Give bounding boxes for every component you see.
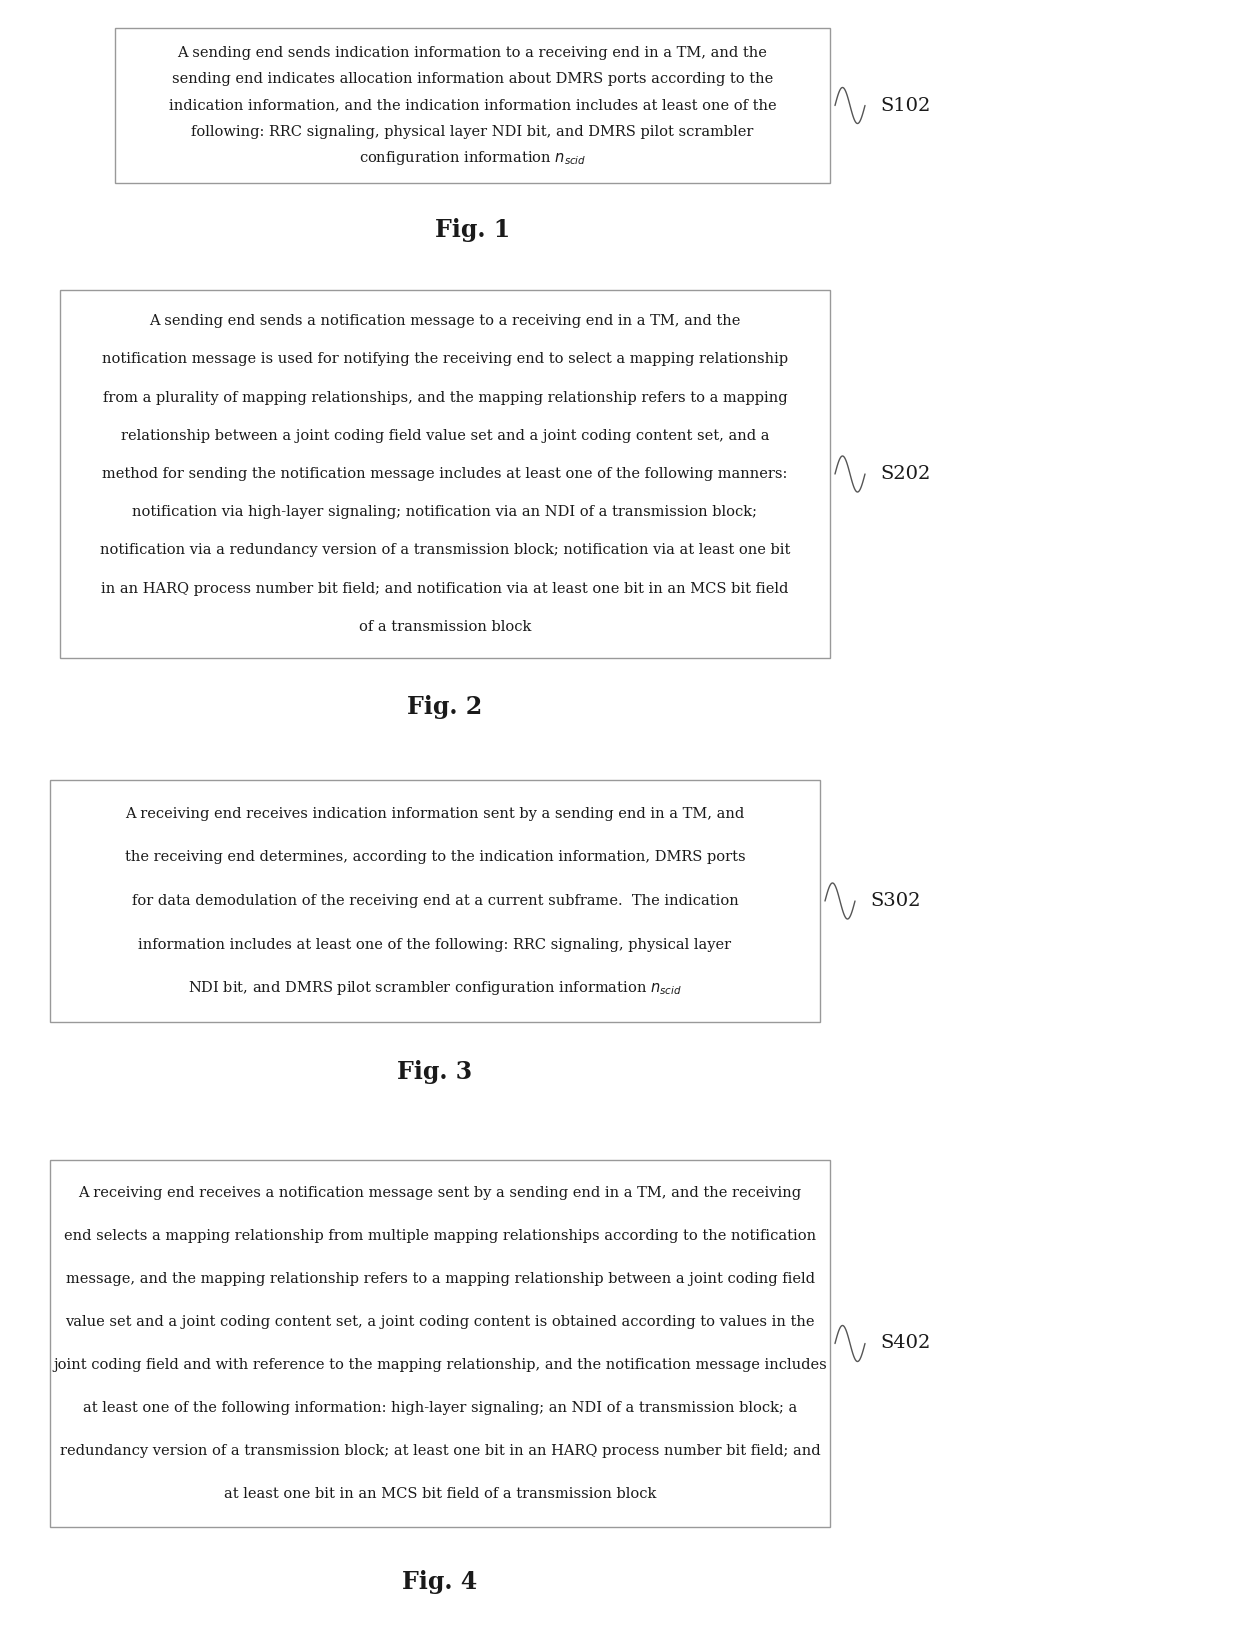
Text: joint coding field and with reference to the mapping relationship, and the notif: joint coding field and with reference to…	[53, 1358, 827, 1371]
Text: A sending end sends a notification message to a receiving end in a TM, and the: A sending end sends a notification messa…	[149, 315, 740, 328]
Text: at least one bit in an MCS bit field of a transmission block: at least one bit in an MCS bit field of …	[223, 1486, 656, 1501]
Text: value set and a joint coding content set, a joint coding content is obtained acc: value set and a joint coding content set…	[66, 1315, 815, 1328]
Text: notification via a redundancy version of a transmission block; notification via : notification via a redundancy version of…	[99, 544, 790, 557]
Text: A receiving end receives indication information sent by a sending end in a TM, a: A receiving end receives indication info…	[125, 808, 745, 821]
Bar	[50, 1160, 830, 1528]
Text: Fig. 2: Fig. 2	[408, 695, 482, 719]
Text: redundancy version of a transmission block; at least one bit in an HARQ process : redundancy version of a transmission blo…	[60, 1444, 821, 1458]
Bar	[115, 28, 830, 183]
Text: A receiving end receives a notification message sent by a sending end in a TM, a: A receiving end receives a notification …	[78, 1187, 801, 1200]
Text: S402: S402	[880, 1335, 930, 1353]
Text: Fig. 1: Fig. 1	[435, 218, 510, 242]
Text: notification via high-layer signaling; notification via an NDI of a transmission: notification via high-layer signaling; n…	[133, 506, 758, 519]
Text: S202: S202	[880, 465, 930, 483]
Text: notification message is used for notifying the receiving end to select a mapping: notification message is used for notifyi…	[102, 353, 789, 366]
Text: in an HARQ process number bit field; and notification via at least one bit in an: in an HARQ process number bit field; and…	[102, 582, 789, 595]
Text: from a plurality of mapping relationships, and the mapping relationship refers t: from a plurality of mapping relationship…	[103, 391, 787, 404]
Text: Fig. 4: Fig. 4	[402, 1571, 477, 1594]
Text: NDI bit, and DMRS pilot scrambler configuration information $n_{scid}$: NDI bit, and DMRS pilot scrambler config…	[188, 979, 682, 997]
Text: relationship between a joint coding field value set and a joint coding content s: relationship between a joint coding fiel…	[120, 428, 769, 443]
Text: sending end indicates allocation information about DMRS ports according to the: sending end indicates allocation informa…	[172, 73, 773, 86]
Text: configuration information $n_{scid}$: configuration information $n_{scid}$	[358, 148, 587, 166]
Text: method for sending the notification message includes at least one of the followi: method for sending the notification mess…	[103, 466, 787, 481]
Text: end selects a mapping relationship from multiple mapping relationships according: end selects a mapping relationship from …	[64, 1229, 816, 1243]
Bar	[60, 290, 830, 658]
Text: message, and the mapping relationship refers to a mapping relationship between a: message, and the mapping relationship re…	[66, 1272, 815, 1285]
Text: indication information, and the indication information includes at least one of : indication information, and the indicati…	[169, 99, 776, 112]
Text: the receiving end determines, according to the indication information, DMRS port: the receiving end determines, according …	[125, 850, 745, 865]
Text: S302: S302	[870, 892, 920, 910]
Text: S102: S102	[880, 97, 930, 114]
Text: Fig. 3: Fig. 3	[398, 1060, 472, 1084]
Text: at least one of the following information: high-layer signaling; an NDI of a tra: at least one of the following informatio…	[83, 1401, 797, 1416]
Text: for data demodulation of the receiving end at a current subframe.  The indicatio: for data demodulation of the receiving e…	[131, 893, 738, 908]
Text: of a transmission block: of a transmission block	[358, 620, 531, 634]
Text: information includes at least one of the following: RRC signaling, physical laye: information includes at least one of the…	[139, 938, 732, 951]
Text: A sending end sends indication information to a receiving end in a TM, and the: A sending end sends indication informati…	[177, 46, 768, 59]
Bar	[50, 780, 820, 1022]
Text: following: RRC signaling, physical layer NDI bit, and DMRS pilot scrambler: following: RRC signaling, physical layer…	[191, 125, 754, 138]
